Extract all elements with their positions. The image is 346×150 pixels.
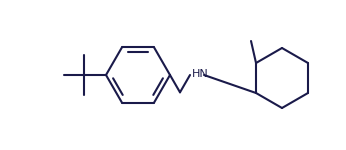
Text: HN: HN [192, 69, 209, 79]
